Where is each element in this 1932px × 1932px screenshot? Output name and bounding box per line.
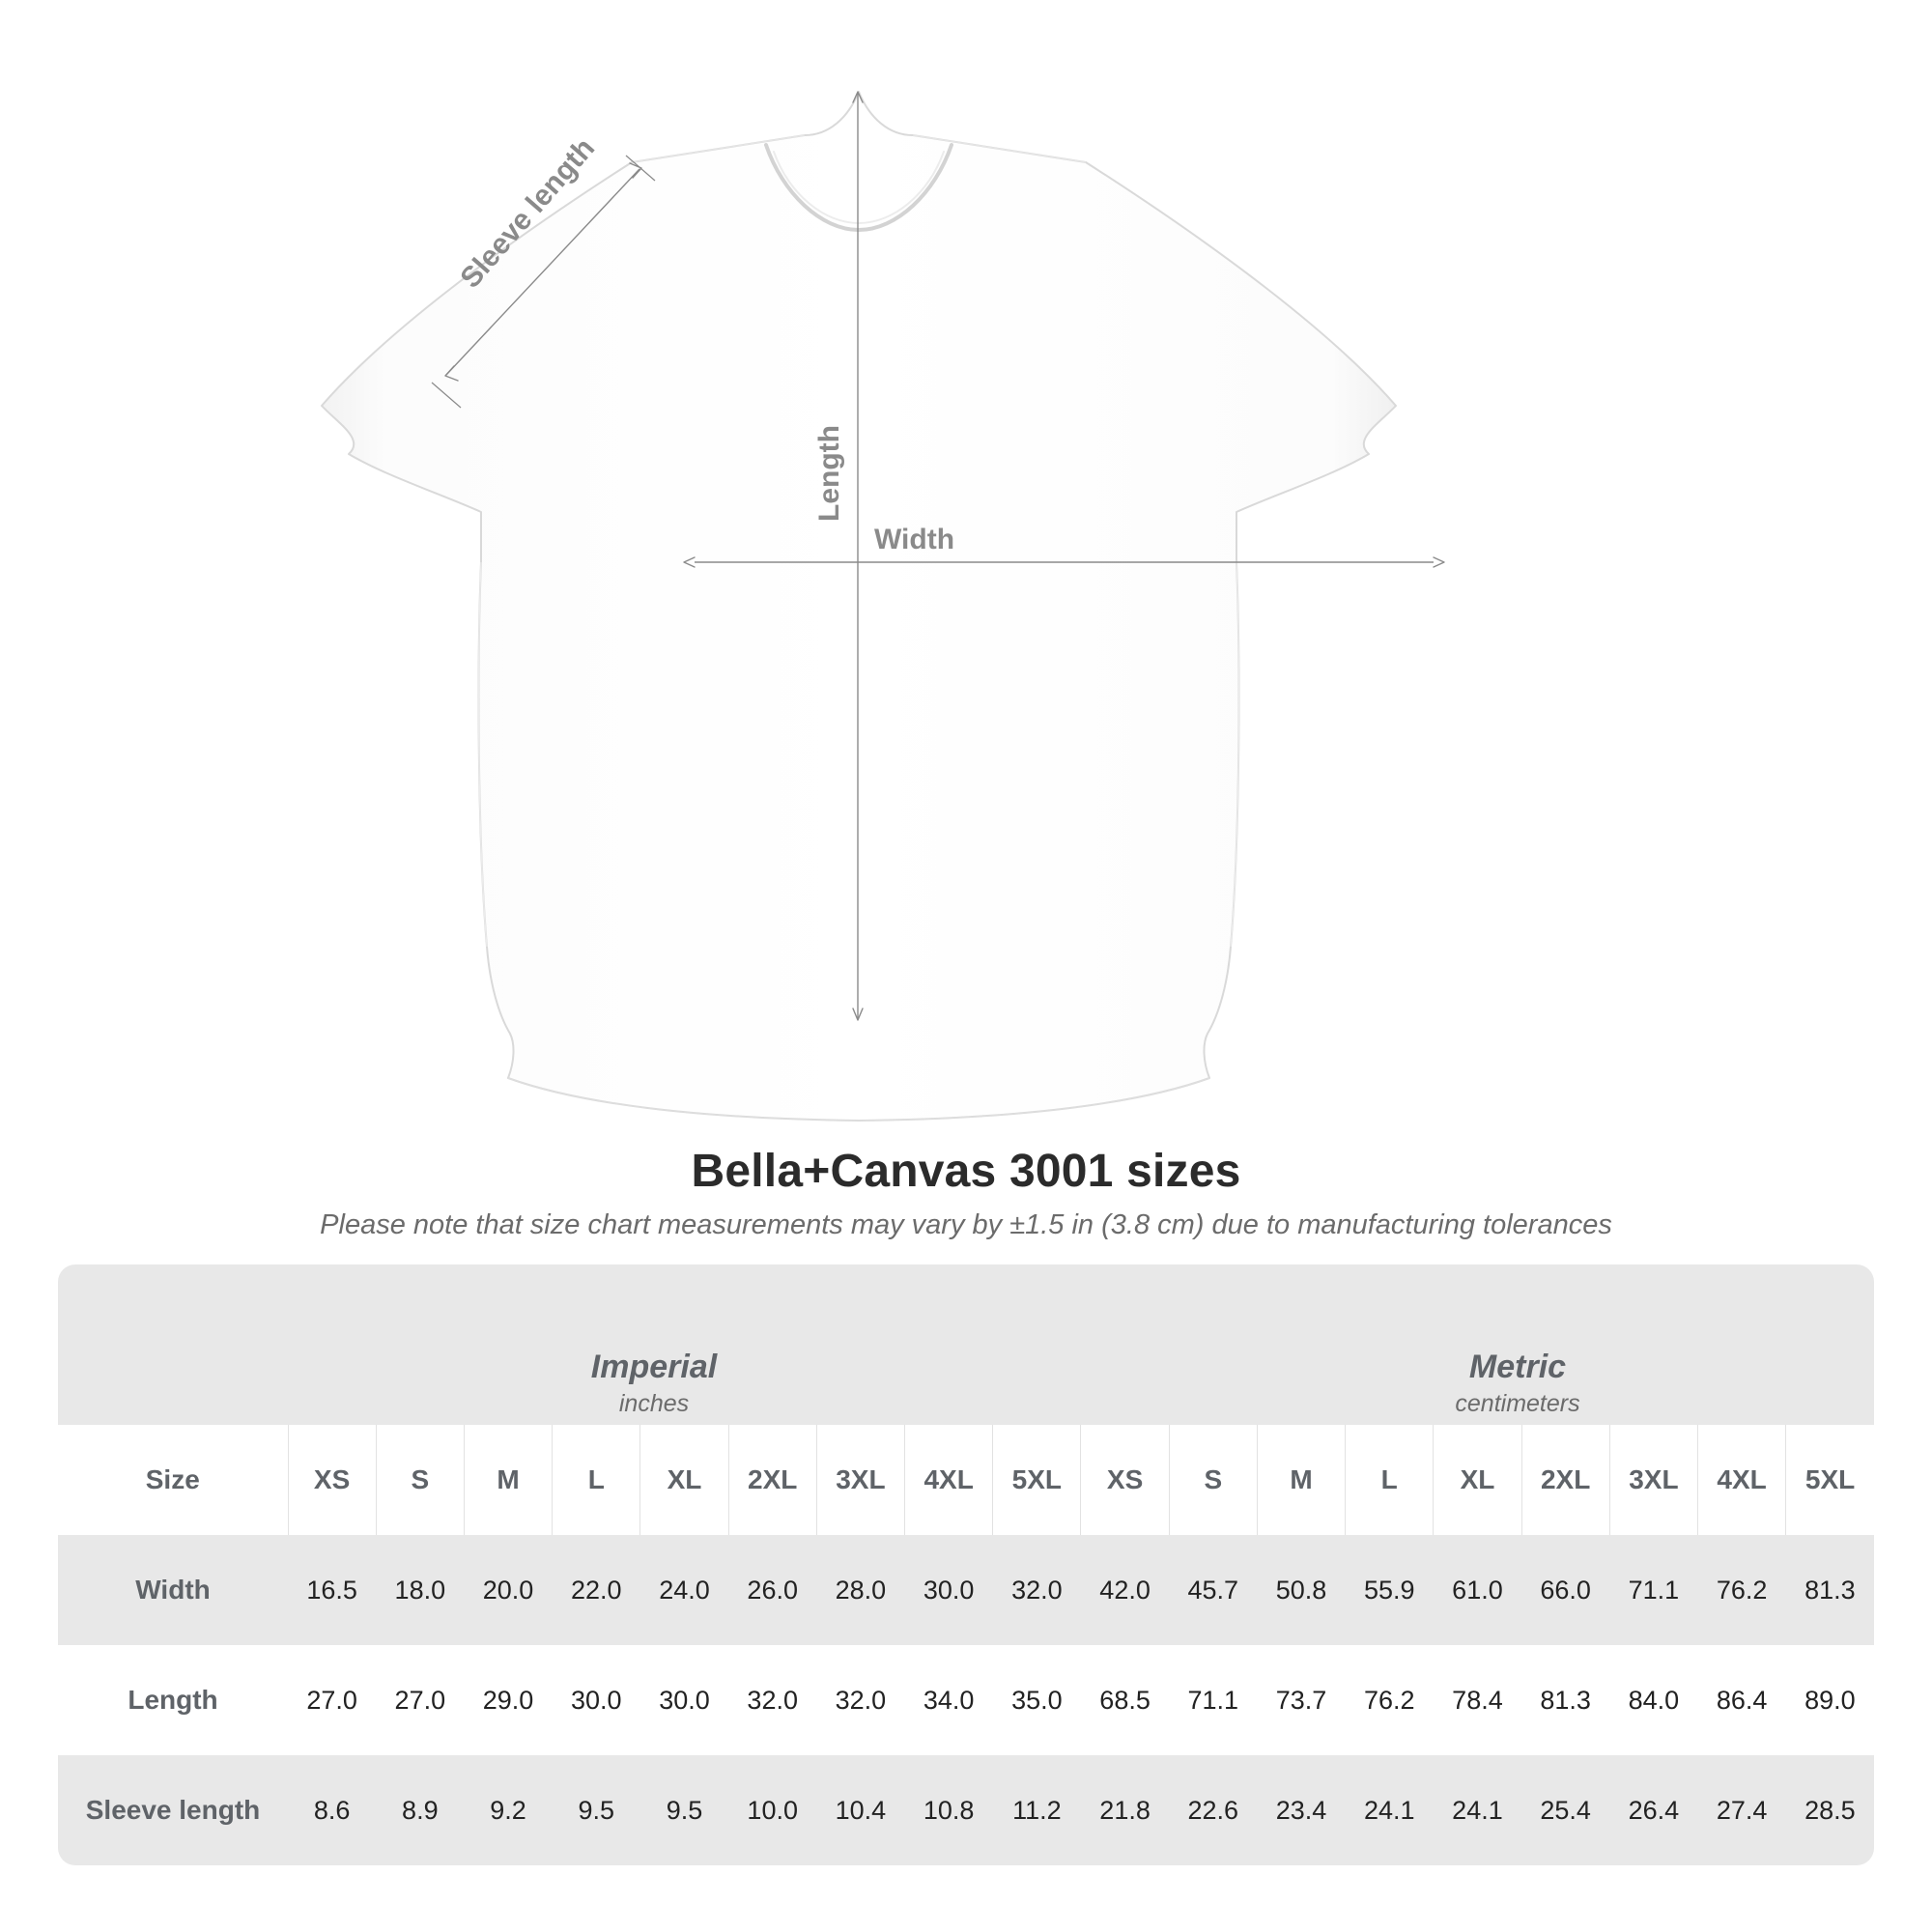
svg-text:Width: Width xyxy=(874,524,954,555)
svg-text:Length: Length xyxy=(813,425,845,522)
